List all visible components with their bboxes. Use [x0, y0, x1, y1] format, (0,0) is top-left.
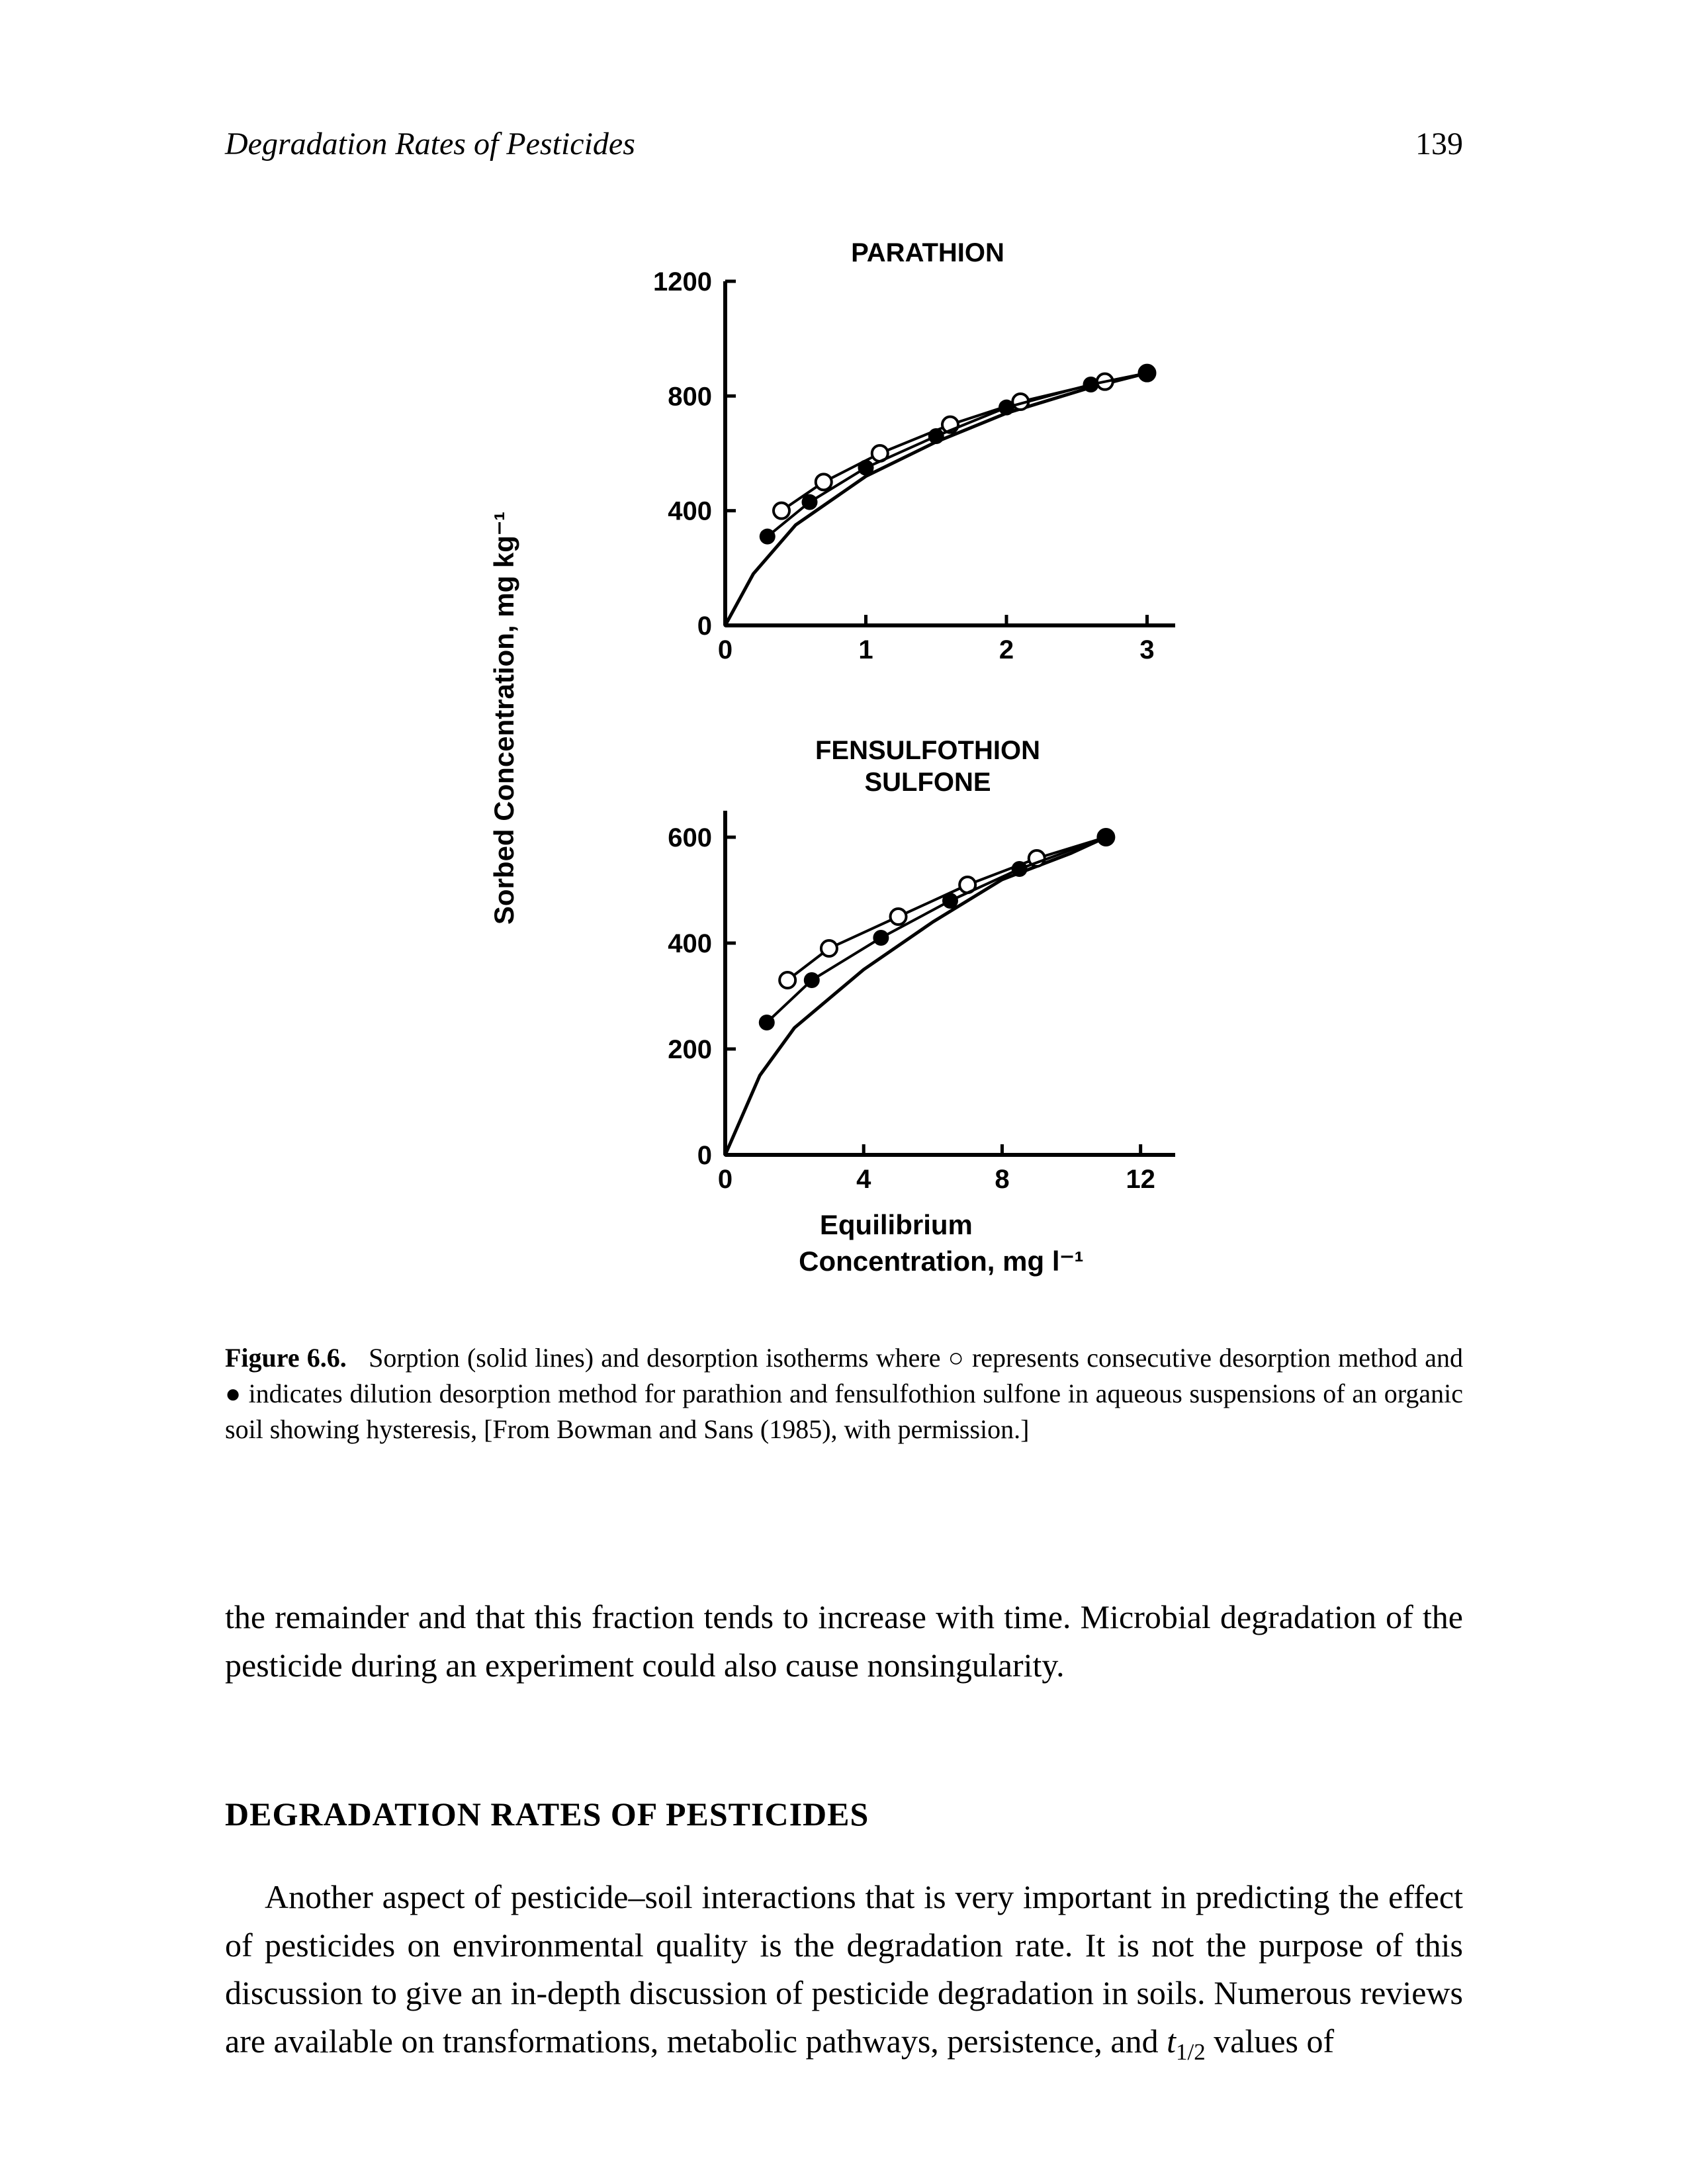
svg-text:1: 1: [858, 635, 873, 664]
svg-text:PARATHION: PARATHION: [851, 238, 1004, 267]
svg-text:FENSULFOTHION: FENSULFOTHION: [815, 736, 1040, 765]
body-p2-var: t: [1167, 2023, 1176, 2060]
svg-text:0: 0: [697, 612, 711, 641]
body-paragraph-2: Another aspect of pesticide–soil interac…: [225, 1873, 1463, 2069]
section-heading: DEGRADATION RATES OF PESTICIDES: [225, 1795, 1463, 1833]
svg-text:12: 12: [1126, 1165, 1155, 1194]
svg-text:Equilibrium: Equilibrium: [819, 1209, 972, 1240]
svg-text:4: 4: [856, 1165, 871, 1194]
figure-caption: Figure 6.6. Sorption (solid lines) and d…: [225, 1340, 1463, 1447]
svg-text:3: 3: [1139, 635, 1154, 664]
svg-text:1200: 1200: [653, 267, 712, 296]
svg-text:0: 0: [697, 1141, 711, 1170]
svg-text:Concentration, mg l⁻¹: Concentration, mg l⁻¹: [799, 1246, 1084, 1277]
running-header: Degradation Rates of Pesticides 139: [225, 126, 1463, 162]
figure-number: Figure 6.6.: [225, 1343, 347, 1373]
figure-svg: Sorbed Concentration, mg kg⁻¹ PARATHION 0 4…: [381, 202, 1308, 1327]
svg-text:600: 600: [668, 823, 712, 852]
svg-text:800: 800: [668, 382, 712, 411]
svg-text:Sorbed Concentration, mg kg⁻¹: Sorbed Concentration, mg kg⁻¹: [488, 512, 519, 925]
svg-text:200: 200: [668, 1035, 712, 1064]
body-p2-sub: 1/2: [1176, 2039, 1206, 2065]
page-number: 139: [1415, 126, 1463, 162]
svg-text:2: 2: [999, 635, 1013, 664]
svg-text:0: 0: [717, 635, 732, 664]
figure-6-6: Sorbed Concentration, mg kg⁻¹ PARATHION 0 4…: [225, 202, 1463, 1327]
svg-text:0: 0: [717, 1165, 732, 1194]
svg-text:400: 400: [668, 929, 712, 958]
svg-text:400: 400: [668, 497, 712, 526]
figure-caption-text: Sorption (solid lines) and desorption is…: [225, 1343, 1463, 1444]
running-title: Degradation Rates of Pesticides: [225, 126, 635, 162]
body-p2-post: values of: [1206, 2023, 1334, 2060]
page: Degradation Rates of Pesticides 139 Sorb…: [0, 0, 1688, 2184]
svg-text:8: 8: [995, 1165, 1009, 1194]
body-paragraph-1: the remainder and that this fraction ten…: [225, 1593, 1463, 1689]
svg-text:SULFONE: SULFONE: [864, 768, 991, 797]
